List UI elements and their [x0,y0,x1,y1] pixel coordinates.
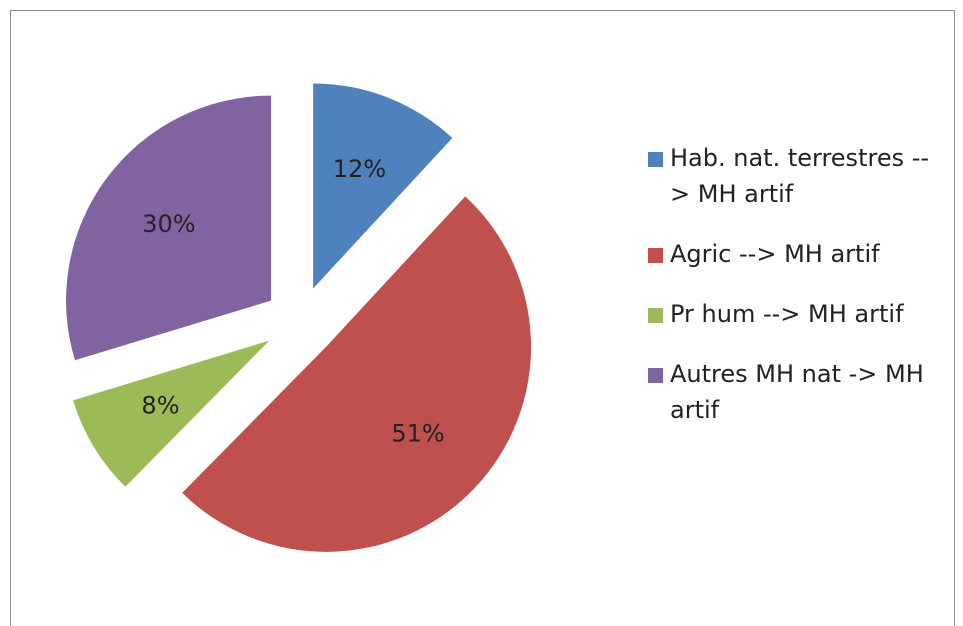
legend-label: Pr hum --> MH artif [670,300,904,328]
legend-swatch [648,152,663,167]
legend-item: Autres MH nat -> MH artif [648,356,948,428]
data-label: 8% [141,391,179,419]
chart-border [10,10,955,626]
legend-label: Autres MH nat -> MH artif [670,360,924,424]
data-label: 12% [333,155,386,183]
legend-swatch [648,308,663,323]
pie-slice [73,340,270,487]
legend-label: Hab. nat. terrestres --> MH artif [670,144,930,208]
data-label: 51% [391,420,444,448]
pie-slice [66,95,272,361]
legend-label: Agric --> MH artif [670,240,880,268]
data-label: 30% [142,210,195,238]
legend: Hab. nat. terrestres --> MH artif Agric -… [648,140,948,452]
legend-item: Pr hum --> MH artif [648,296,948,332]
legend-swatch [648,248,663,263]
legend-swatch [648,368,663,383]
pie-slice [313,83,453,289]
legend-item: Agric --> MH artif [648,236,948,272]
legend-item: Hab. nat. terrestres --> MH artif [648,140,948,212]
pie-slice [182,196,532,552]
